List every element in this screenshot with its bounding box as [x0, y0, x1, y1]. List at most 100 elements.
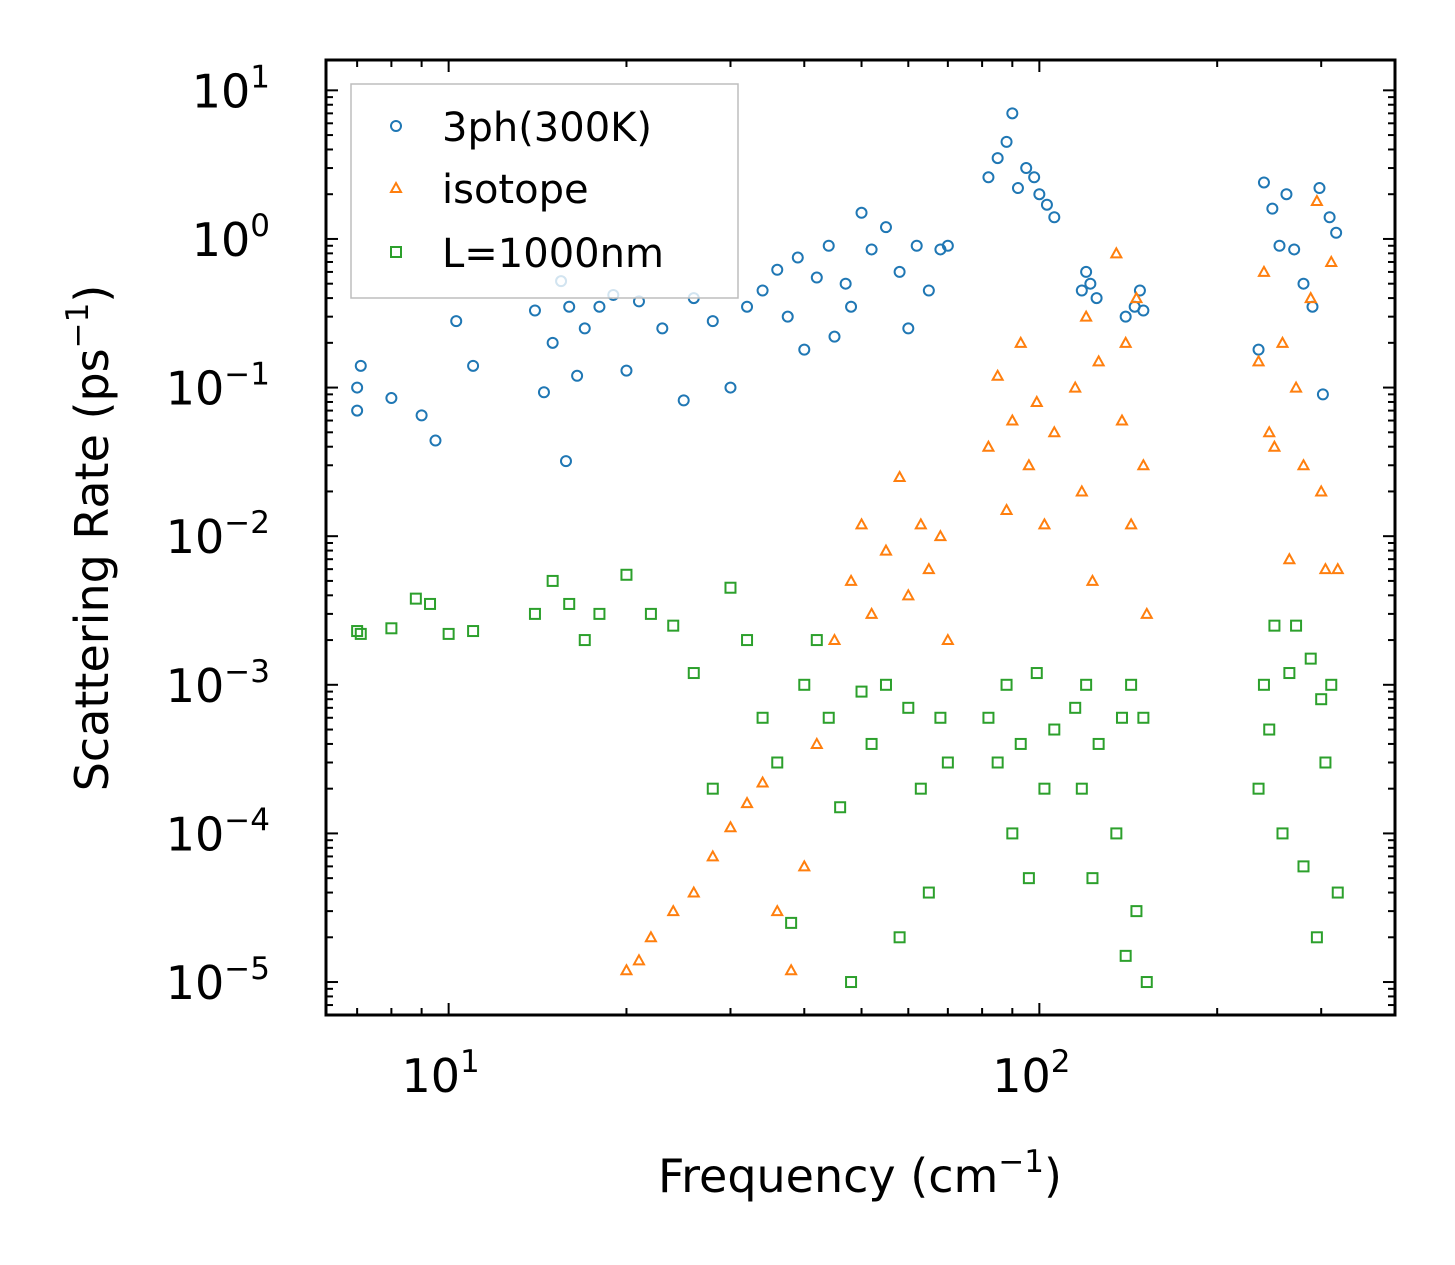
data-point-triangle — [922, 562, 936, 575]
data-point-circle — [706, 315, 719, 328]
data-point-circle — [1297, 277, 1310, 290]
data-point-triangle — [941, 633, 955, 646]
y-tick-label-base: 10 — [192, 64, 251, 118]
data-point-square — [528, 607, 541, 620]
data-point-circle — [822, 239, 835, 252]
data-point-triangle — [1075, 484, 1089, 497]
data-point-circle — [810, 271, 823, 284]
data-point-square — [1140, 976, 1153, 989]
data-point-triangle — [1296, 458, 1311, 471]
data-point-circle — [563, 300, 576, 313]
data-point-triangle — [1115, 413, 1129, 426]
data-point-circle — [1288, 243, 1301, 256]
data-point-square — [467, 625, 480, 638]
data-point-triangle — [1091, 354, 1106, 367]
data-point-square — [741, 634, 754, 647]
legend-label-isotope: isotope — [442, 167, 589, 213]
data-point-square — [941, 756, 954, 769]
data-point-circle — [791, 251, 804, 264]
data-point-triangle — [981, 439, 996, 452]
series-triangle — [619, 193, 1345, 976]
data-point-square — [687, 667, 700, 680]
data-point-circle — [1000, 135, 1013, 148]
data-point-circle — [941, 239, 954, 252]
data-point-square — [1038, 782, 1051, 795]
data-point-square — [1331, 886, 1344, 899]
data-point-square — [563, 597, 576, 610]
data-point-triangle — [1022, 458, 1036, 471]
data-point-circle — [1257, 176, 1270, 189]
data-point-triangle — [632, 953, 646, 966]
data-point-circle — [1080, 265, 1093, 278]
legend-frame — [350, 83, 739, 299]
data-point-circle — [537, 386, 550, 399]
data-point-square — [578, 634, 591, 647]
data-point-circle — [741, 300, 754, 313]
data-point-triangle — [1314, 484, 1328, 497]
data-point-square — [1069, 701, 1082, 714]
y-tick-label-base: 10 — [166, 659, 225, 713]
data-point-square — [1086, 872, 1099, 885]
data-point-triangle — [1289, 380, 1303, 393]
x-tick-label-base: 10 — [992, 1049, 1051, 1103]
data-point-triangle — [1085, 573, 1100, 586]
data-point-square — [991, 756, 1004, 769]
data-point-triangle — [810, 736, 824, 749]
data-point-triangle — [1109, 246, 1124, 259]
data-point-circle — [429, 434, 442, 447]
y-tick-label-base: 10 — [192, 213, 251, 267]
legend: 3ph(300K) isotope L=1000nm — [350, 83, 739, 299]
data-point-triangle — [1118, 335, 1133, 348]
data-point-square — [593, 607, 606, 620]
y-tick-label-base: 10 — [166, 807, 225, 861]
data-point-circle — [1119, 310, 1132, 323]
legend-label-boundary: L=1000nm — [442, 231, 664, 277]
y-tick-label-exp: 1 — [250, 59, 270, 95]
data-point-circle — [1090, 292, 1103, 305]
data-point-square — [1110, 827, 1123, 840]
data-point-triangle — [770, 904, 784, 917]
data-point-circle — [528, 304, 541, 317]
data-point-square — [620, 568, 633, 581]
data-point-circle — [771, 263, 784, 276]
series-square — [351, 568, 1344, 989]
data-point-square — [934, 711, 947, 724]
y-tick-label: 100 — [192, 208, 270, 267]
data-point-circle — [910, 239, 923, 252]
data-point-square — [385, 622, 398, 635]
data-point-triangle — [901, 588, 916, 601]
data-point-square — [1257, 678, 1270, 691]
data-point-square — [1130, 905, 1143, 918]
data-point-triangle — [1037, 517, 1052, 530]
data-point-triangle — [1318, 562, 1333, 575]
data-point-circle — [756, 284, 769, 297]
data-point-triangle — [914, 517, 928, 530]
legend-marker-isotope — [389, 180, 403, 193]
data-point-triangle — [1257, 264, 1271, 277]
data-point-triangle — [644, 930, 658, 943]
data-point-circle — [1133, 284, 1146, 297]
data-point-triangle — [844, 573, 858, 586]
data-point-circle — [781, 310, 794, 323]
data-point-circle — [450, 315, 463, 328]
data-point-circle — [1075, 284, 1088, 297]
data-point-circle — [1011, 182, 1024, 195]
data-point-circle — [1033, 188, 1046, 201]
data-point-square — [1075, 782, 1088, 795]
data-point-circle — [991, 152, 1004, 165]
data-point-triangle — [1068, 380, 1082, 393]
data-point-triangle — [864, 606, 879, 619]
data-point-circle — [467, 359, 480, 372]
data-point-circle — [1273, 239, 1286, 252]
data-point-square — [1092, 737, 1105, 750]
data-point-square — [1310, 931, 1323, 944]
data-point-circle — [724, 381, 737, 394]
data-point-square — [1030, 667, 1043, 680]
data-point-square — [1119, 949, 1132, 962]
data-point-circle — [1040, 198, 1053, 211]
data-point-square — [922, 886, 935, 899]
legend-marker-boundary — [390, 246, 402, 258]
data-point-circle — [828, 330, 841, 343]
data-point-square — [706, 782, 719, 795]
x-axis-title-end: ) — [1044, 1149, 1062, 1203]
